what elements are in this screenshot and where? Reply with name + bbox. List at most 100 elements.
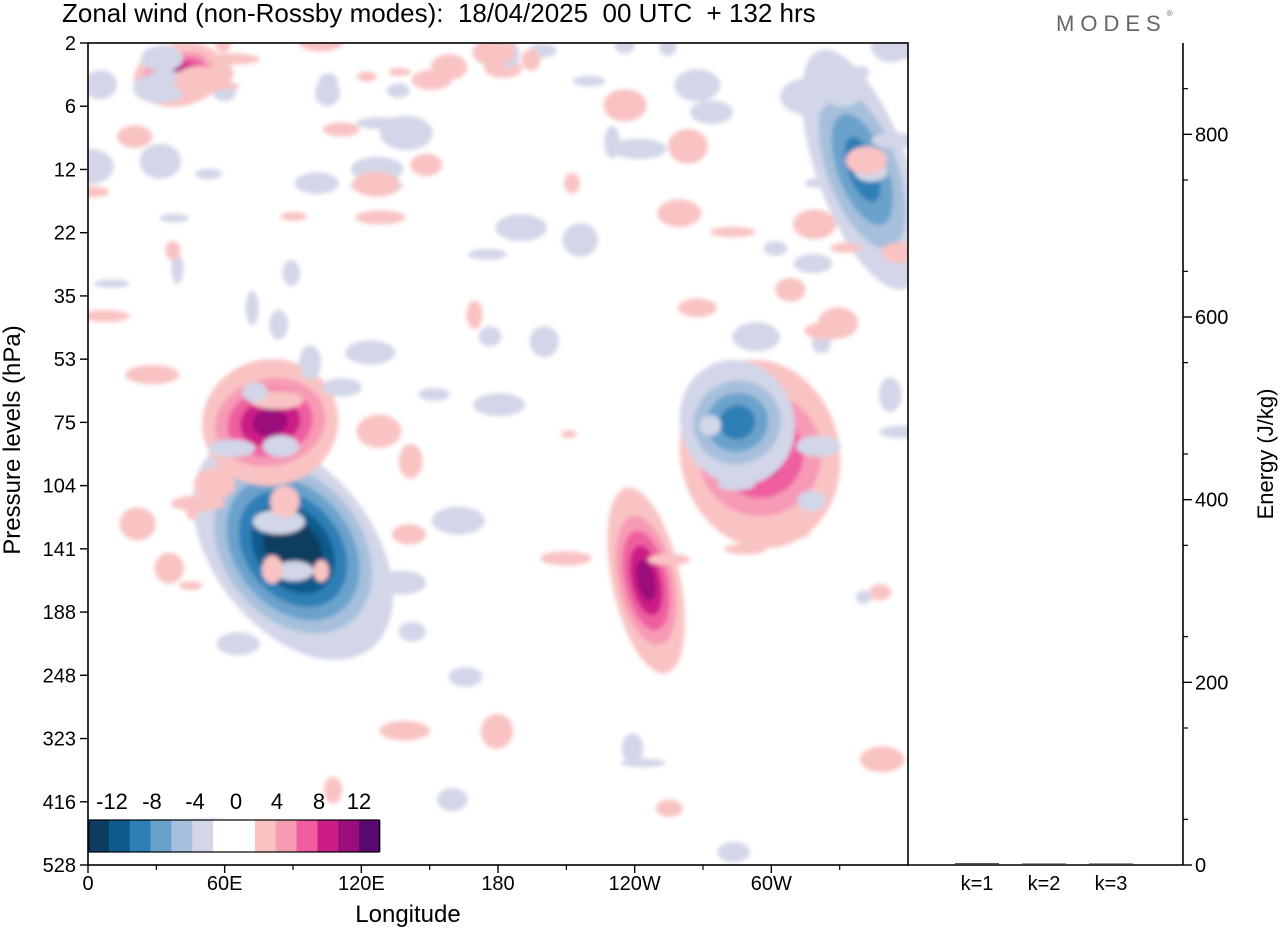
colorbar-swatch bbox=[254, 820, 277, 852]
weak-patch bbox=[345, 340, 396, 365]
colorbar-swatch bbox=[192, 820, 214, 852]
weak-patch bbox=[388, 67, 412, 77]
weak-anomalies bbox=[88, 43, 908, 863]
weak-patch bbox=[879, 377, 902, 412]
weak-patch bbox=[467, 248, 508, 260]
weak-patch bbox=[270, 485, 300, 518]
weak-patch bbox=[647, 553, 691, 566]
weak-patch bbox=[473, 393, 526, 417]
energy-bar bbox=[1022, 863, 1066, 865]
y-tick-label: 141 bbox=[43, 539, 76, 561]
colorbar-label: -12 bbox=[96, 789, 128, 814]
x-tick-label: 60W bbox=[751, 873, 792, 895]
weak-patch bbox=[564, 173, 580, 194]
weak-patch bbox=[855, 590, 872, 605]
weak-patch bbox=[793, 254, 833, 274]
weak-patch bbox=[299, 345, 322, 380]
weak-patch bbox=[620, 758, 666, 768]
weak-patch bbox=[472, 43, 516, 67]
weak-patch bbox=[540, 551, 592, 566]
weak-patch bbox=[88, 186, 110, 198]
weak-patch bbox=[853, 65, 870, 78]
y-tick-label: 104 bbox=[43, 476, 76, 498]
energy-category-label: k=1 bbox=[961, 873, 994, 895]
x-tick-label: 0 bbox=[82, 873, 93, 895]
weak-patch bbox=[262, 435, 300, 457]
weak-patch bbox=[274, 561, 314, 581]
field-feature-3 bbox=[607, 487, 685, 674]
weak-patch bbox=[119, 507, 156, 541]
contour-band bbox=[719, 405, 756, 440]
weak-patch bbox=[208, 439, 256, 458]
weak-patch bbox=[668, 128, 708, 164]
contour-band bbox=[636, 559, 656, 602]
weak-patch bbox=[611, 138, 667, 160]
weak-patch bbox=[699, 415, 722, 436]
weak-patch bbox=[170, 495, 226, 512]
y-tick-label: 528 bbox=[43, 855, 76, 877]
weak-patch bbox=[825, 87, 861, 107]
y-tick-label: 6 bbox=[65, 96, 76, 118]
weak-patch bbox=[88, 148, 114, 185]
weak-patch bbox=[398, 443, 423, 479]
colorbar-swatch bbox=[296, 820, 318, 852]
colorbar-label: 0 bbox=[230, 789, 242, 814]
weak-patch bbox=[410, 153, 443, 177]
weak-patch bbox=[678, 298, 717, 318]
weak-patch bbox=[830, 242, 862, 253]
weak-patch bbox=[879, 425, 908, 439]
weak-patch bbox=[313, 560, 329, 582]
y-tick-label: 35 bbox=[54, 286, 76, 308]
weak-patch bbox=[252, 509, 305, 535]
weak-patch bbox=[448, 667, 483, 687]
colorbar-label: 12 bbox=[347, 789, 371, 814]
weak-patch bbox=[871, 132, 908, 149]
energy-tick-label: 200 bbox=[1195, 672, 1228, 694]
colorbar-label: -8 bbox=[142, 789, 162, 814]
colorbar-swatch bbox=[317, 820, 339, 852]
energy-category-label: k=3 bbox=[1095, 873, 1128, 895]
weak-patch bbox=[562, 223, 599, 257]
weak-patch bbox=[165, 240, 181, 261]
weak-patch bbox=[139, 143, 182, 179]
energy-bar bbox=[955, 863, 999, 865]
weak-patch bbox=[116, 125, 153, 148]
weak-patch bbox=[480, 713, 514, 749]
weak-patch bbox=[88, 310, 130, 323]
weak-patch bbox=[216, 632, 260, 656]
weak-patch bbox=[603, 89, 647, 122]
weak-patch bbox=[269, 309, 289, 340]
weak-patch bbox=[143, 60, 169, 70]
weak-patch bbox=[194, 467, 236, 501]
weak-patch bbox=[732, 322, 780, 352]
weak-patch bbox=[466, 300, 483, 330]
weak-patch bbox=[392, 524, 426, 545]
colorbar-swatch bbox=[338, 820, 360, 852]
energy-category-label: k=2 bbox=[1028, 873, 1061, 895]
weak-patch bbox=[797, 490, 826, 512]
colorbar-label: 4 bbox=[271, 789, 283, 814]
weak-patch bbox=[659, 43, 677, 56]
energy-tick-label: 600 bbox=[1195, 307, 1228, 329]
weak-patch bbox=[195, 168, 222, 180]
weak-patch bbox=[604, 126, 620, 159]
y-tick-label: 188 bbox=[43, 602, 76, 624]
weak-patch bbox=[398, 621, 426, 642]
weak-patch bbox=[845, 146, 888, 175]
weak-patch bbox=[614, 43, 635, 54]
weak-patch bbox=[775, 277, 806, 302]
weak-patch bbox=[378, 570, 426, 595]
energy-bars: k=1 k=2 k=3 bbox=[955, 863, 1133, 895]
colorbar bbox=[88, 819, 381, 853]
weak-patch bbox=[171, 254, 184, 284]
weak-patch bbox=[804, 321, 850, 340]
weak-patch bbox=[793, 209, 836, 240]
weak-patch bbox=[356, 71, 377, 82]
weak-patch bbox=[724, 543, 767, 555]
weak-patch bbox=[386, 83, 410, 99]
weak-patch bbox=[205, 53, 260, 65]
weak-patch bbox=[356, 414, 402, 448]
weak-patch bbox=[322, 122, 360, 137]
